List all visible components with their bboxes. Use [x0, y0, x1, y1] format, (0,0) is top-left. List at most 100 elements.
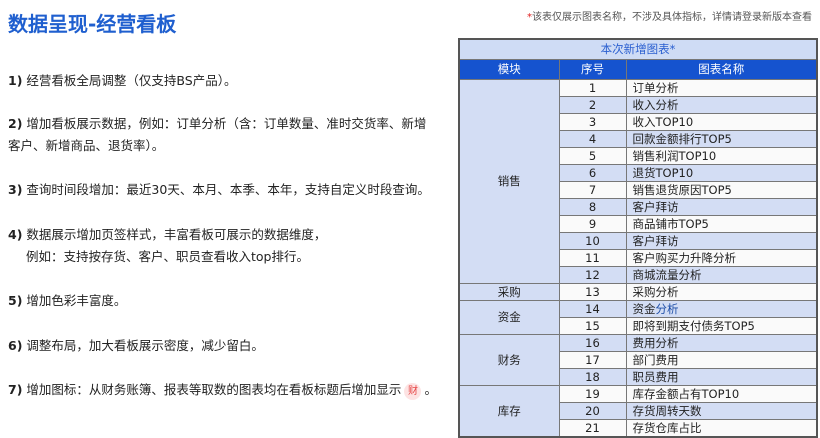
chart-name-cell: 商城流量分析 [625, 265, 818, 284]
new-charts-table: 本次新增图表* 模块 序号 图表名称 销售 1 订单分析 2 收入分析 3 收入TOP10 4 回款… [458, 38, 818, 438]
note-star: * [527, 12, 532, 23]
table-row: 20 存货周转天数 [459, 401, 818, 420]
module-cell: 销售 [458, 78, 560, 284]
table-row: 8 客户拜访 [459, 197, 818, 216]
seq-cell: 1 [558, 78, 627, 97]
chart-name-cell: 销售利润TOP10 [625, 146, 818, 165]
table-row: 库存 19 库存金额占有TOP10 [458, 384, 818, 437]
module-cell: 财务 [458, 333, 560, 386]
chart-name-cell: 费用分析 [625, 333, 818, 352]
chart-name: 采购分析 [632, 284, 679, 299]
chart-name: 销售退货原因TOP5 [632, 182, 732, 197]
module-cell: 采购 [458, 282, 560, 301]
seq-cell: 12 [558, 265, 627, 284]
chart-name-cell: 客户拜访 [625, 231, 818, 250]
seq-cell: 6 [558, 163, 627, 182]
table-row: 销售 1 订单分析 [458, 78, 818, 284]
table-row: 采购 13 采购分析 [458, 282, 818, 301]
table-row: 2 收入分析 [459, 95, 818, 114]
chart-name: 存货周转天数 [632, 403, 702, 418]
item-2: 2) 增加看板展示数据，例如：订单分析（含：订单数量、准时交货率、新增 [8, 116, 427, 131]
header-name: 图表名称 [625, 58, 818, 80]
seq-cell: 7 [558, 180, 627, 199]
chart-name-cell: 采购分析 [625, 282, 818, 301]
chart-name-cell: 销售退货原因TOP5 [625, 180, 818, 199]
table-row: 11 客户购买力升降分析 [459, 248, 818, 267]
chart-name: 存货仓库占比 [632, 420, 702, 435]
table-row: 3 收入TOP10 [459, 112, 818, 131]
chart-name: 客户拜访 [632, 199, 679, 214]
item-6: 6) 调整布局，加大看板展示密度，减少留白。 [8, 338, 264, 353]
chart-name: 退货TOP10 [632, 165, 694, 180]
seq-cell: 15 [558, 316, 627, 335]
chart-name: 商品铺市TOP5 [632, 216, 709, 231]
seq-cell: 13 [558, 282, 627, 301]
chart-name: 收入分析 [632, 97, 679, 112]
table-row: 5 销售利润TOP10 [459, 146, 818, 165]
chart-name-cell: 资金分析 [625, 299, 818, 318]
chart-name: 资金 [632, 301, 656, 316]
chart-name: 收入TOP10 [632, 114, 694, 129]
chart-name: 部门费用 [632, 352, 679, 367]
seq-cell: 5 [558, 146, 627, 165]
seq-cell: 19 [558, 384, 627, 403]
chart-name-cell: 收入分析 [625, 95, 818, 114]
chart-name: 客户拜访 [632, 233, 679, 248]
seq-cell: 2 [558, 95, 627, 114]
header-seq: 序号 [558, 58, 627, 80]
seq-cell: 20 [558, 401, 627, 420]
chart-name-cell: 收入TOP10 [625, 112, 818, 131]
chart-name: 订单分析 [632, 80, 679, 95]
chart-name: 商城流量分析 [632, 267, 702, 282]
item-4-cont: 例如：支持按存货、客户、职员查看收入top排行。 [26, 249, 309, 264]
table-row: 17 部门费用 [459, 350, 818, 369]
item-7: 7) 增加图标：从财务账簿、报表等取数的图表均在看板标题后增加显示财。 [8, 379, 437, 400]
seq-cell: 8 [558, 197, 627, 216]
item-2-cont: 客户、新增商品、退货率）。 [8, 138, 165, 153]
seq-cell: 17 [558, 350, 627, 369]
chart-name: 费用分析 [632, 335, 679, 350]
chart-name-cell: 回款金额排行TOP5 [625, 129, 818, 148]
seq-cell: 9 [558, 214, 627, 233]
seq-cell: 11 [558, 248, 627, 267]
table-note: *该表仅展示图表名称，不涉及具体指标，详情请登录新版本查看 [527, 8, 812, 23]
chart-name: 回款金额排行TOP5 [632, 131, 732, 146]
seq-cell: 18 [558, 367, 627, 386]
chart-name-cell: 库存金额占有TOP10 [625, 384, 818, 403]
item-1: 1) 经营看板全局调整（仅支持BS产品）。 [8, 73, 237, 88]
table-row: 10 客户拜访 [459, 231, 818, 250]
chart-name-cell: 即将到期支付债务TOP5 [625, 316, 818, 335]
chart-name-highlight: 分析 [655, 301, 679, 316]
item-4: 4) 数据展示增加页签样式，丰富看板可展示的数据维度， [8, 227, 327, 242]
seq-cell: 10 [558, 231, 627, 250]
seq-cell: 3 [558, 112, 627, 131]
header-module: 模块 [458, 58, 560, 80]
chart-name-cell: 订单分析 [625, 78, 818, 97]
module-cell: 资金 [458, 299, 560, 335]
seq-cell: 21 [558, 418, 627, 437]
chart-name: 客户购买力升降分析 [632, 250, 737, 265]
chart-name: 即将到期支付债务TOP5 [632, 318, 755, 333]
chart-name-cell: 存货周转天数 [625, 401, 818, 420]
chart-name-cell: 存货仓库占比 [625, 418, 818, 437]
chart-name-cell: 客户拜访 [625, 197, 818, 216]
item-3: 3) 查询时间段增加：最近30天、本月、本季、本年，支持自定义时段查询。 [8, 182, 430, 197]
chart-name-cell: 客户购买力升降分析 [625, 248, 818, 267]
table-row: 财务 16 费用分析 [458, 333, 818, 386]
table-row: 7 销售退货原因TOP5 [459, 180, 818, 199]
table-row: 9 商品铺市TOP5 [459, 214, 818, 233]
item-5: 5) 增加色彩丰富度。 [8, 293, 127, 308]
page-title: 数据呈现-经营看板 [8, 12, 177, 36]
seq-cell: 14 [558, 299, 627, 318]
table-row: 资金 14 资金分析 [458, 299, 818, 335]
chart-name-cell: 职员费用 [625, 367, 818, 386]
chart-name-cell: 部门费用 [625, 350, 818, 369]
seq-cell: 16 [558, 333, 627, 352]
table-row: 12 商城流量分析 [459, 265, 818, 284]
chart-name-cell: 商品铺市TOP5 [625, 214, 818, 233]
chart-name: 销售利润TOP10 [632, 148, 717, 163]
chart-name: 库存金额占有TOP10 [632, 386, 740, 401]
table-caption: 本次新增图表* [458, 38, 818, 60]
chart-name-cell: 退货TOP10 [625, 163, 818, 182]
seq-cell: 4 [558, 129, 627, 148]
